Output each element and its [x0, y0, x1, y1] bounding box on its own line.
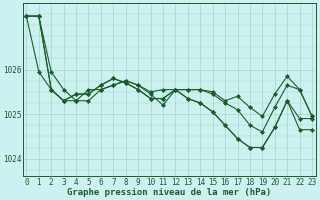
X-axis label: Graphe pression niveau de la mer (hPa): Graphe pression niveau de la mer (hPa): [67, 188, 271, 197]
